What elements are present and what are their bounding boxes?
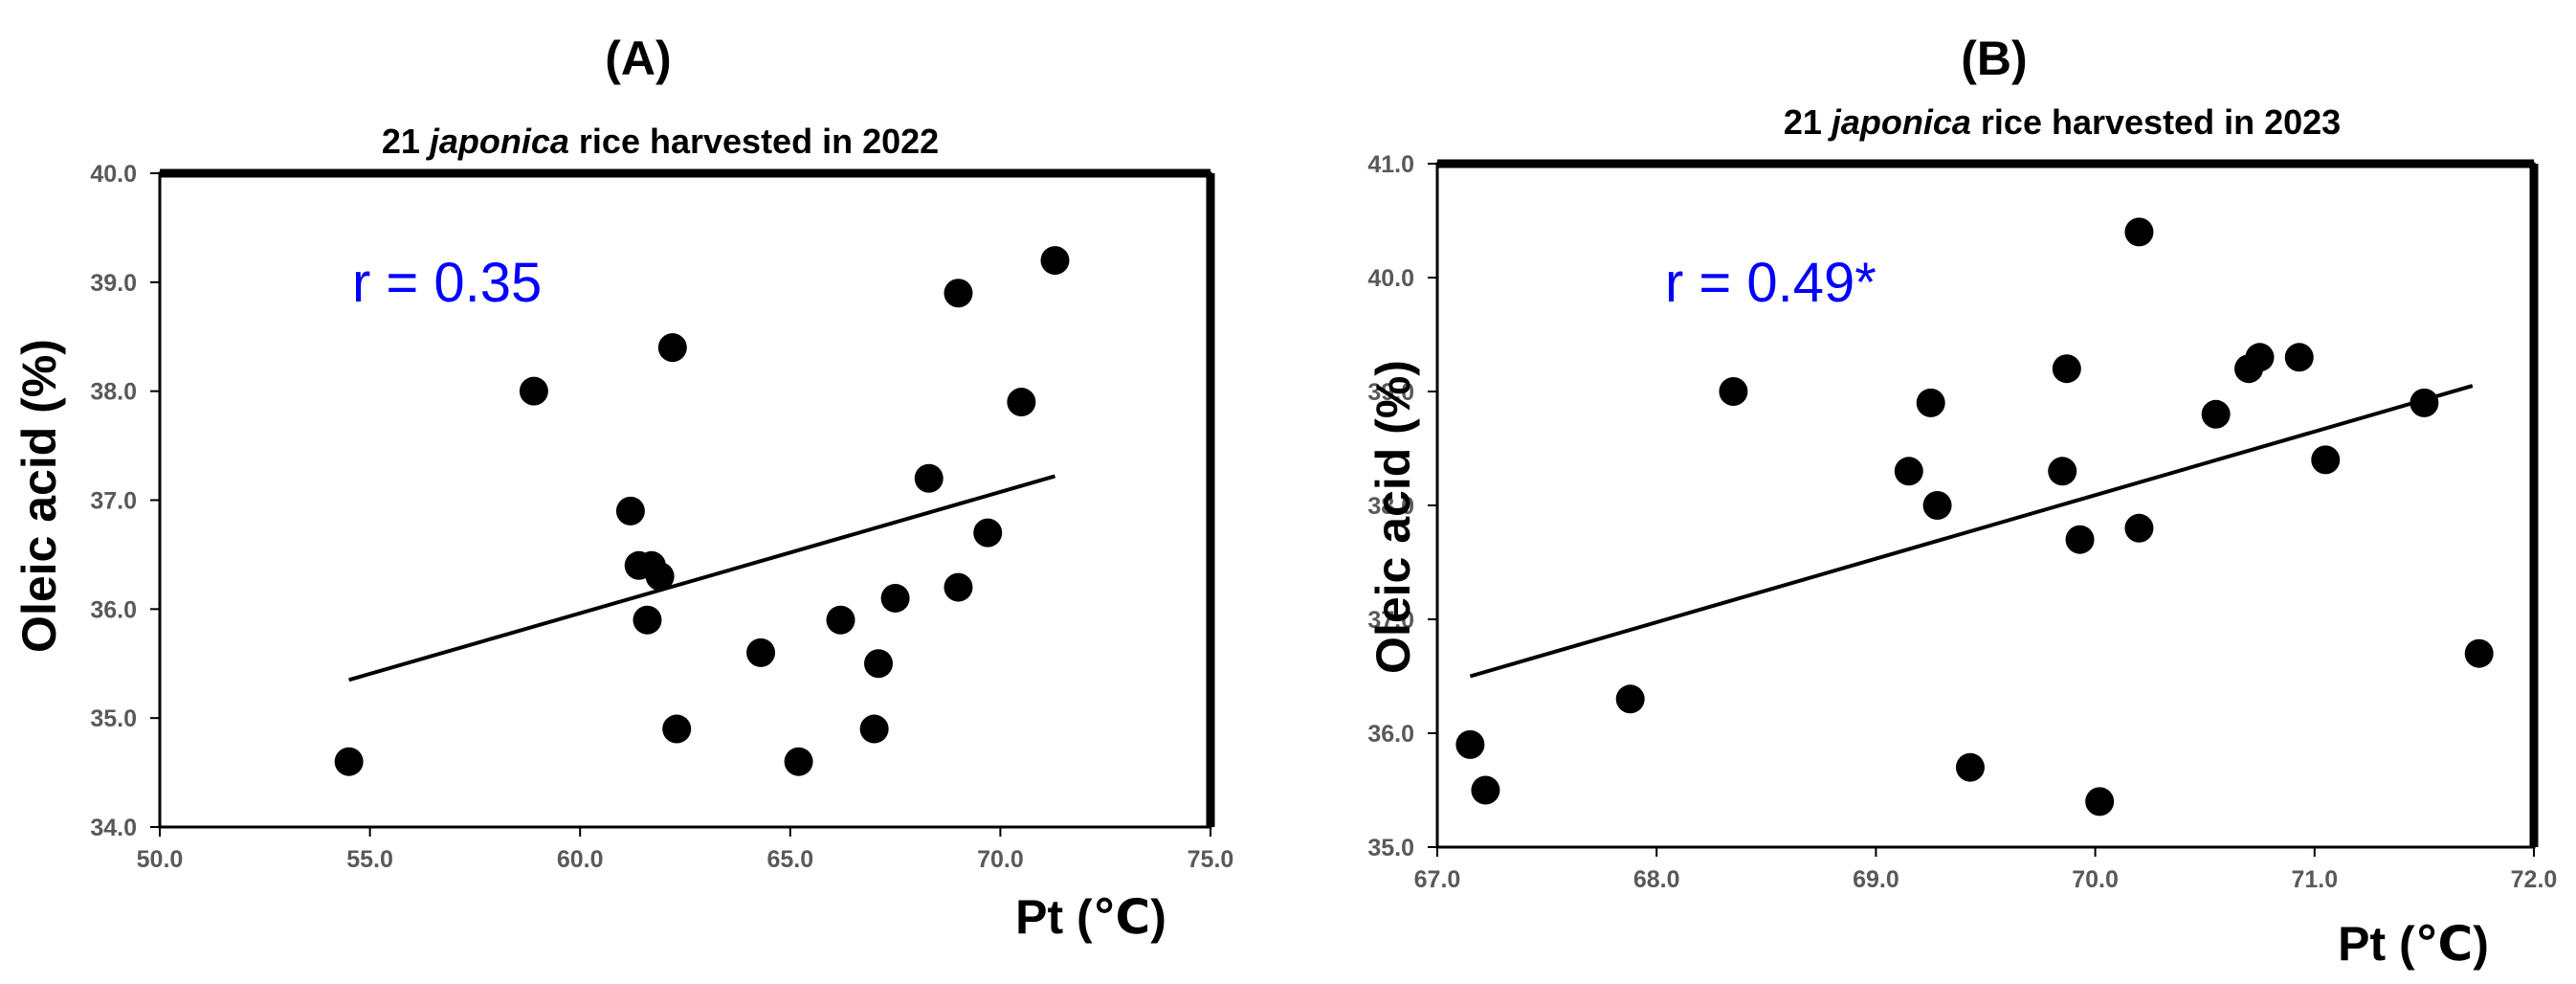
chart-title-prefix: 21 <box>1784 102 1832 142</box>
x-tick-label: 55.0 <box>346 846 393 873</box>
x-axis-ticks: 67.0 68.0 69.0 70.0 71.0 72.0 <box>1414 847 2558 893</box>
x-tick-label: 70.0 <box>977 846 1024 873</box>
y-tick-label: 41.0 <box>1367 151 1414 178</box>
data-point <box>1040 246 1070 276</box>
correlation-annotation: r = 0.35 <box>352 252 542 314</box>
data-point <box>2311 445 2341 475</box>
data-point <box>2124 217 2154 247</box>
data-point <box>973 518 1003 548</box>
data-point <box>2052 354 2081 384</box>
x-axis-label: Pt (℃) <box>2338 917 2489 971</box>
x-tick-label: 72.0 <box>2511 866 2558 893</box>
plot-area <box>1435 159 2539 849</box>
plot-frame <box>1435 162 2536 849</box>
y-axis-ticks: 35.0 36.0 37.0 38.0 39.0 40.0 41.0 <box>1367 151 1437 861</box>
y-tick-label: 34.0 <box>90 815 137 841</box>
y-tick-label: 38.0 <box>90 379 137 406</box>
x-tick-label: 60.0 <box>557 846 604 873</box>
x-axis-label: Pt (℃) <box>1015 890 1166 944</box>
correlation-annotation: r = 0.49* <box>1665 252 1876 314</box>
x-tick-label: 67.0 <box>1414 866 1461 893</box>
x-tick-label: 70.0 <box>2072 866 2119 893</box>
y-tick-label: 35.0 <box>1367 835 1414 861</box>
data-point <box>645 562 675 592</box>
panel-a: (A) 21 japonica rice harvested in 2022 3… <box>12 32 1233 944</box>
y-tick-label: 40.0 <box>1367 265 1414 292</box>
data-point <box>944 279 973 308</box>
data-point <box>2464 638 2494 668</box>
x-tick-label: 75.0 <box>1188 846 1234 873</box>
data-points <box>1455 217 2494 816</box>
y-tick-label: 35.0 <box>90 705 137 732</box>
data-point <box>1922 491 1952 520</box>
data-point <box>859 714 889 744</box>
panel-label: (A) <box>605 32 671 85</box>
data-point <box>657 333 687 363</box>
data-point <box>2124 513 2154 543</box>
data-point <box>2245 343 2275 372</box>
chart-title-suffix: rice harvested in 2023 <box>1971 102 2341 142</box>
data-point <box>1007 388 1036 417</box>
data-point <box>864 649 894 679</box>
data-point <box>519 376 548 406</box>
y-axis-label: Oleic acid (%) <box>12 339 66 653</box>
y-tick-label: 36.0 <box>1367 721 1414 748</box>
data-point <box>914 463 944 493</box>
data-point <box>2409 388 2439 417</box>
x-tick-label: 71.0 <box>2291 866 2338 893</box>
chart-title-suffix: rice harvested in 2022 <box>569 122 939 161</box>
data-point <box>1955 752 1985 782</box>
data-point <box>2201 399 2231 429</box>
y-tick-label: 36.0 <box>90 596 137 623</box>
x-tick-label: 65.0 <box>766 846 813 873</box>
data-point <box>662 714 692 744</box>
data-point <box>2284 343 2314 372</box>
y-tick-label: 40.0 <box>90 161 137 188</box>
data-point <box>334 747 364 776</box>
data-point <box>1719 377 1748 406</box>
data-point <box>784 747 813 776</box>
data-point <box>1894 457 1923 486</box>
y-tick-label: 39.0 <box>1367 379 1414 406</box>
y-axis-label: Oleic acid (%) <box>1366 360 1420 674</box>
chart-title-italic: japonica <box>426 122 569 161</box>
data-point <box>1916 388 1945 417</box>
data-point <box>633 605 662 635</box>
data-point <box>2085 787 2115 816</box>
panel-b: (B) 21 japonica rice harvested in 2023 3… <box>1366 32 2557 971</box>
y-tick-label: 39.0 <box>90 270 137 297</box>
y-tick-label: 37.0 <box>90 488 137 515</box>
chart-title: 21 japonica rice harvested in 2023 <box>1784 102 2341 142</box>
chart-title-prefix: 21 <box>382 122 430 161</box>
data-point <box>1455 729 1485 759</box>
x-tick-label: 69.0 <box>1853 866 1899 893</box>
data-point <box>826 605 855 635</box>
x-tick-label: 68.0 <box>1633 866 1680 893</box>
y-axis-ticks: 34.0 35.0 36.0 37.0 38.0 39.0 40.0 <box>90 161 160 841</box>
data-point <box>746 637 776 667</box>
x-axis-ticks: 50.0 55.0 60.0 65.0 70.0 75.0 <box>137 827 1234 873</box>
data-point <box>880 583 910 613</box>
data-point <box>2048 457 2077 486</box>
data-points <box>334 246 1070 776</box>
data-point <box>615 496 645 526</box>
data-point <box>1471 775 1500 805</box>
x-tick-label: 50.0 <box>137 846 184 873</box>
y-tick-label: 38.0 <box>1367 493 1414 520</box>
trendline <box>348 474 1056 682</box>
chart-title-italic: japonica <box>1828 102 1971 142</box>
data-point <box>2065 525 2095 554</box>
panel-label: (B) <box>1961 32 2027 85</box>
trendline <box>1469 384 2474 679</box>
data-point <box>1615 684 1645 714</box>
data-point <box>944 572 973 602</box>
y-tick-label: 37.0 <box>1367 607 1414 634</box>
chart-title: 21 japonica rice harvested in 2022 <box>382 122 939 161</box>
